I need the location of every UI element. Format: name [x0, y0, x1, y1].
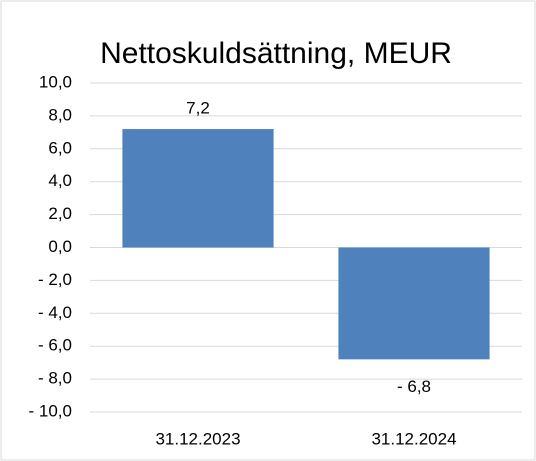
- y-tick-label: 10,0: [39, 72, 72, 91]
- y-tick-label: - 2,0: [38, 270, 72, 289]
- y-tick-label: 4,0: [48, 171, 72, 190]
- bar: [122, 129, 274, 248]
- y-tick-label: - 10,0: [29, 401, 72, 420]
- y-tick-label: 8,0: [48, 105, 72, 124]
- y-tick-label: - 6,0: [38, 336, 72, 355]
- y-tick-label: - 8,0: [38, 369, 72, 388]
- y-tick-label: 0,0: [48, 237, 72, 256]
- data-label: 7,2: [186, 99, 210, 118]
- bar: [338, 247, 490, 360]
- y-tick-label: 6,0: [48, 138, 72, 157]
- y-tick-label: 2,0: [48, 204, 72, 223]
- data-label: - 6,8: [397, 377, 431, 396]
- y-tick-label: - 4,0: [38, 303, 72, 322]
- x-tick-label: 31.12.2024: [371, 429, 456, 448]
- chart-title: Nettoskuldsättning, MEUR: [100, 37, 452, 70]
- x-tick-label: 31.12.2023: [155, 429, 240, 448]
